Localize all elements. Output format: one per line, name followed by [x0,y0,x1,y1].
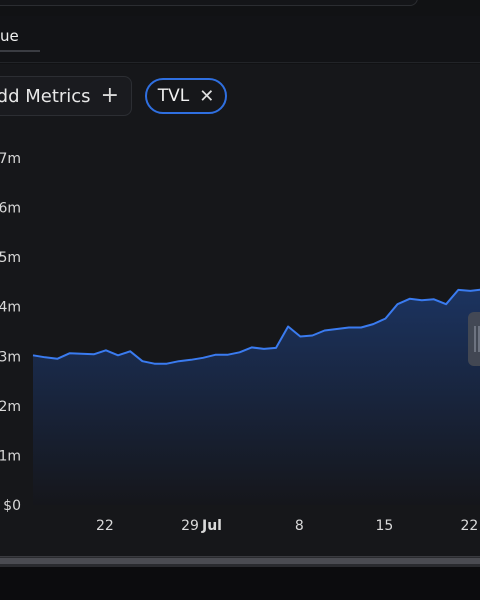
y-tick-label: 2m [0,399,21,415]
y-tick-label: $0 [3,498,21,514]
bottom-bar [0,567,480,600]
tab-active[interactable]: ue [0,27,19,45]
y-tick-label: 7m [0,151,21,167]
x-tick-label: Jul [201,518,222,534]
y-tick-label: 6m [0,201,21,217]
tvl-area-chart: 7m 6m 5m 4m 3m 2m 1m $0 22 29 Jul 8 15 22 [0,151,480,534]
x-tick-label: 15 [375,518,393,534]
tvl-series-line [32,288,480,365]
x-tick-label: 29 [181,518,199,534]
y-tick-label: 5m [0,250,21,266]
horizontal-scrollbar[interactable] [0,556,480,567]
range-handle[interactable] [468,312,480,366]
close-icon[interactable]: ✕ [199,85,215,107]
y-tick-label: 3m [0,349,21,365]
metric-chip-tvl[interactable]: TVL ✕ [145,78,227,114]
plus-icon: + [100,83,119,108]
y-tick-label: 4m [0,300,21,316]
add-metrics-label: dd Metrics [0,85,91,107]
x-tick-label: 22 [460,518,478,534]
tvl-area-fill [33,289,480,505]
x-tick-label: 8 [295,518,304,534]
add-metrics-button[interactable]: dd Metrics + [0,76,132,116]
top-input-field[interactable] [0,0,418,6]
metric-chip-label: TVL [157,86,190,106]
tab-active-underline [0,50,40,52]
x-tick-label: 22 [96,518,114,534]
tab-bar: ue [0,16,480,63]
y-tick-label: 1m [0,448,21,464]
scrollbar-thumb[interactable] [0,558,480,564]
grip-icon [474,326,480,352]
